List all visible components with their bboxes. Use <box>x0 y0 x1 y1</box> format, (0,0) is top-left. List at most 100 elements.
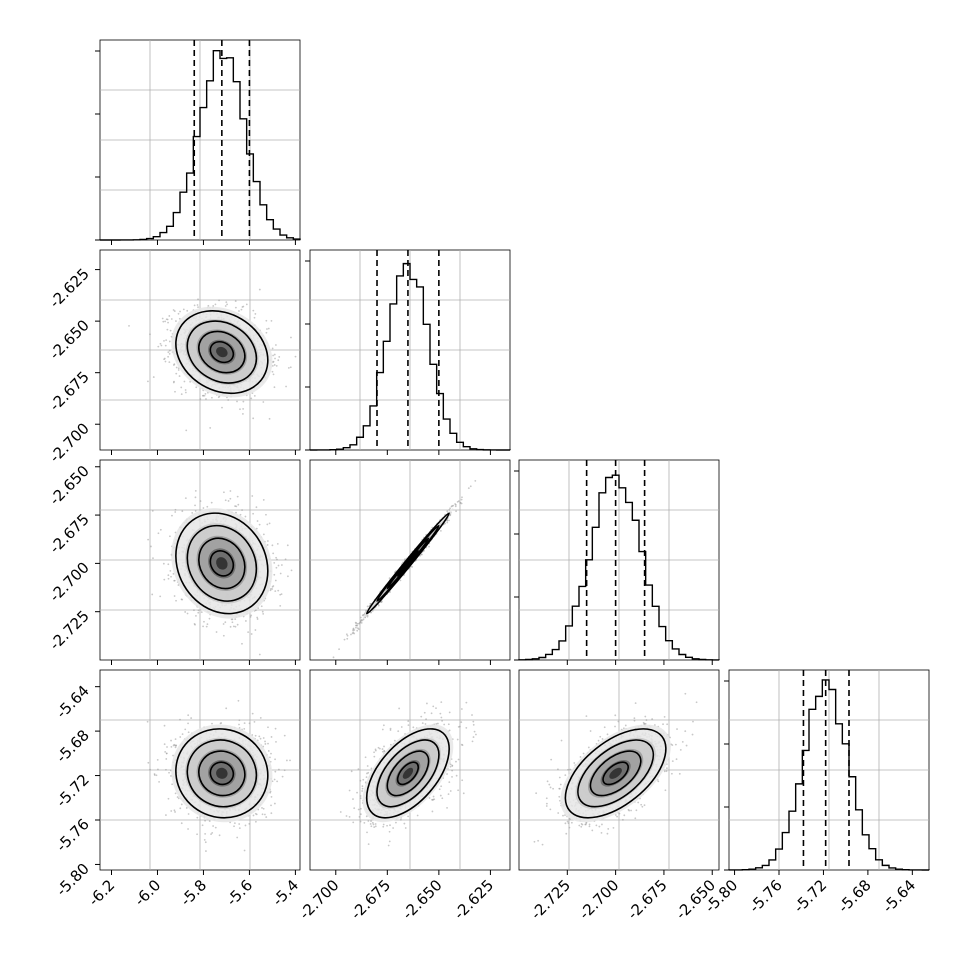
sample-point <box>239 513 242 516</box>
sample-point <box>256 618 259 620</box>
sample-point <box>193 609 195 612</box>
sample-point <box>222 623 225 625</box>
sample-point <box>159 595 162 598</box>
density-cell <box>216 346 228 358</box>
sample-point <box>446 519 449 522</box>
sample-point <box>227 500 230 502</box>
sample-point <box>452 504 455 507</box>
sample-point <box>240 308 243 311</box>
sample-point <box>221 406 223 409</box>
sample-point <box>279 572 282 575</box>
sample-point <box>197 306 199 309</box>
sample-point <box>359 616 362 619</box>
sample-point <box>147 761 150 764</box>
sample-point <box>273 778 276 781</box>
sample-point <box>289 366 292 369</box>
sample-point <box>163 339 165 342</box>
sample-point <box>167 563 170 566</box>
sample-point <box>449 507 451 510</box>
sample-point <box>271 370 274 373</box>
sample-point <box>271 347 274 350</box>
sample-point <box>279 593 282 596</box>
sample-point <box>250 614 253 617</box>
sample-point <box>167 321 169 324</box>
sample-point <box>467 487 470 490</box>
sample-point <box>439 529 442 532</box>
sample-point <box>173 310 176 312</box>
sample-point <box>268 522 271 525</box>
sample-point <box>211 722 213 725</box>
sample-point <box>454 503 457 506</box>
sample-point <box>265 513 267 516</box>
sample-point <box>366 615 369 618</box>
sample-point <box>151 593 154 596</box>
sample-point <box>168 361 171 364</box>
hist-bar <box>728 679 930 871</box>
sample-point <box>266 328 268 330</box>
sample-point <box>184 497 187 500</box>
sample-point <box>195 386 198 389</box>
sample-point <box>267 540 269 542</box>
sample-point <box>236 623 239 626</box>
sample-point <box>186 309 189 312</box>
contour-line <box>175 310 269 395</box>
sample-point <box>181 598 184 601</box>
sample-point <box>227 399 230 401</box>
sample-point <box>474 479 477 482</box>
sample-point <box>256 520 259 522</box>
sample-point <box>173 595 176 597</box>
sample-point <box>205 625 208 628</box>
sample-point <box>196 816 199 819</box>
sample-point <box>371 609 374 612</box>
sample-point <box>229 490 232 492</box>
sample-point <box>202 507 205 509</box>
sample-point <box>234 625 237 628</box>
sample-point <box>388 577 391 580</box>
sample-point <box>224 621 227 624</box>
sample-point <box>448 508 451 511</box>
scatter-panel-1-4 <box>99 669 301 875</box>
sample-point <box>214 303 217 306</box>
sample-point <box>237 503 240 506</box>
sample-point <box>290 569 293 572</box>
sample-point <box>285 385 287 388</box>
sample-point <box>172 309 175 311</box>
sample-point <box>457 500 460 503</box>
sample-point <box>286 544 289 547</box>
sample-point <box>178 317 181 320</box>
sample-point <box>164 344 167 347</box>
sample-point <box>444 522 446 525</box>
sample-point <box>204 392 207 395</box>
sample-point <box>354 621 357 624</box>
sample-point <box>252 512 255 515</box>
scatter-panel-2-3 <box>309 459 511 665</box>
sample-point <box>152 557 154 560</box>
sample-point <box>234 618 237 621</box>
sample-point <box>169 329 172 332</box>
sample-point <box>207 304 210 307</box>
sample-point <box>169 569 172 572</box>
sample-point <box>210 396 213 399</box>
sample-point <box>147 538 150 541</box>
sample-point <box>258 288 261 291</box>
sample-point <box>175 372 178 375</box>
sample-point <box>272 360 275 363</box>
sample-point <box>197 609 200 612</box>
sample-point <box>271 544 274 547</box>
sample-point <box>276 558 278 561</box>
sample-point <box>206 505 209 508</box>
density-layer <box>128 288 297 432</box>
sample-point <box>173 579 176 582</box>
sample-point <box>399 579 402 582</box>
sample-point <box>184 611 187 613</box>
sample-point <box>454 505 457 508</box>
sample-point <box>197 298 199 301</box>
sample-point <box>175 366 178 369</box>
sample-point <box>236 495 239 498</box>
sample-point <box>223 491 225 494</box>
sample-point <box>265 319 268 322</box>
sample-point <box>203 394 206 397</box>
sample-point <box>279 604 282 607</box>
sample-point <box>343 638 346 641</box>
sample-point <box>163 358 165 361</box>
